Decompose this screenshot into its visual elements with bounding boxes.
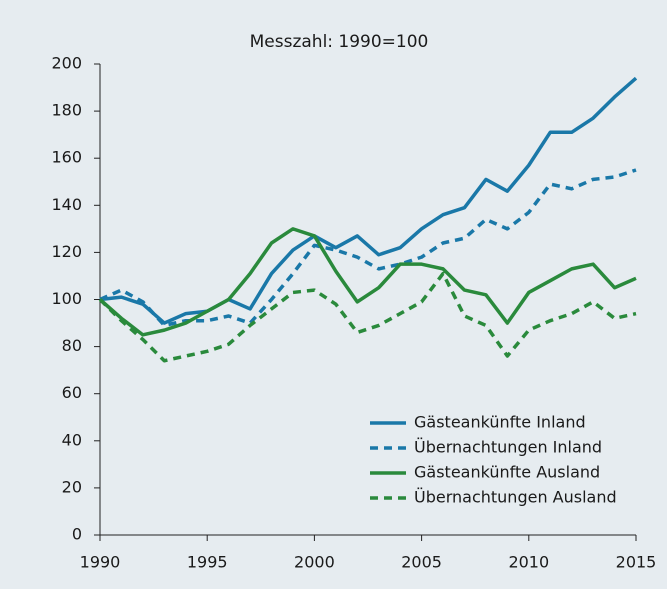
x-tick-label: 1990 — [80, 553, 121, 572]
y-tick-label: 80 — [62, 336, 82, 355]
y-tick-label: 0 — [72, 525, 82, 544]
y-tick-label: 180 — [51, 101, 82, 120]
y-tick-label: 60 — [62, 383, 82, 402]
y-tick-label: 200 — [51, 54, 82, 73]
x-tick-label: 2015 — [616, 553, 657, 572]
y-tick-label: 100 — [51, 289, 82, 308]
series-line — [99, 76, 638, 325]
y-tick-label: 20 — [62, 477, 82, 496]
legend-label: Übernachtungen Inland — [414, 438, 602, 457]
legend-label: Gästeankünfte Ausland — [414, 463, 600, 482]
x-tick-label: 2005 — [401, 553, 442, 572]
series-line — [98, 271, 637, 363]
chart-title: Messzahl: 1990=100 — [250, 32, 429, 52]
x-tick-label: 1995 — [187, 553, 228, 572]
legend-label: Gästeankünfte Inland — [414, 413, 586, 432]
series-line — [98, 227, 637, 337]
x-tick-label: 2010 — [508, 553, 549, 572]
x-tick-label: 2000 — [294, 553, 335, 572]
legend-label: Übernachtungen Ausland — [414, 488, 617, 507]
series-line — [99, 168, 637, 328]
y-tick-label: 140 — [51, 195, 82, 214]
y-tick-label: 120 — [51, 242, 82, 261]
y-tick-label: 160 — [51, 148, 82, 167]
y-tick-label: 40 — [62, 430, 82, 449]
